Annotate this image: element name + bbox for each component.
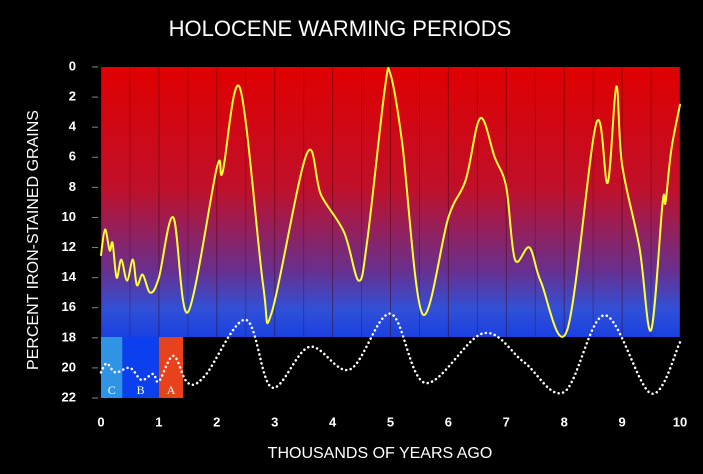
x-tick-label: 1 (155, 414, 162, 429)
x-tick-label: 4 (329, 414, 337, 429)
x-axis-title: THOUSANDS OF YEARS AGO (268, 445, 493, 462)
x-tick-label: 10 (673, 414, 687, 429)
y-axis-title: PERCENT IRON-STAINED GRAINS (25, 110, 42, 370)
y-tick-label: 6 (69, 149, 76, 164)
grid (92, 66, 681, 399)
region-label: C (108, 383, 116, 397)
y-tick-label: 0 (69, 58, 76, 73)
y-tick-label: 20 (62, 359, 76, 374)
x-tick-label: 8 (561, 414, 568, 429)
y-tick-label: 14 (62, 269, 77, 284)
x-tick-label: 7 (503, 414, 510, 429)
x-tick-label: 2 (213, 414, 220, 429)
y-tick-label: 12 (62, 239, 76, 254)
chart-title: HOLOCENE WARMING PERIODS (169, 16, 512, 41)
x-tick-label: 5 (387, 414, 394, 429)
region-label: B (137, 383, 145, 397)
y-tick-label: 22 (62, 389, 76, 404)
y-tick-label: 18 (62, 329, 76, 344)
y-tick-label: 10 (62, 209, 76, 224)
plot-background (101, 67, 680, 337)
x-tick-label: 3 (271, 414, 278, 429)
x-tick-label: 0 (97, 414, 104, 429)
y-tick-label: 4 (69, 119, 77, 134)
x-tick-label: 6 (445, 414, 452, 429)
y-tick-label: 16 (62, 299, 76, 314)
region-label: A (167, 383, 176, 397)
x-tick-label: 9 (618, 414, 625, 429)
y-tick-label: 8 (69, 179, 76, 194)
series-line (99, 312, 682, 395)
series-line (100, 67, 681, 338)
y-tick-label: 2 (69, 89, 76, 104)
region (101, 337, 123, 398)
